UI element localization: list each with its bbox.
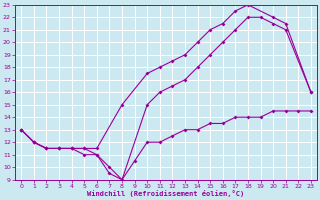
X-axis label: Windchill (Refroidissement éolien,°C): Windchill (Refroidissement éolien,°C) [87,190,245,197]
